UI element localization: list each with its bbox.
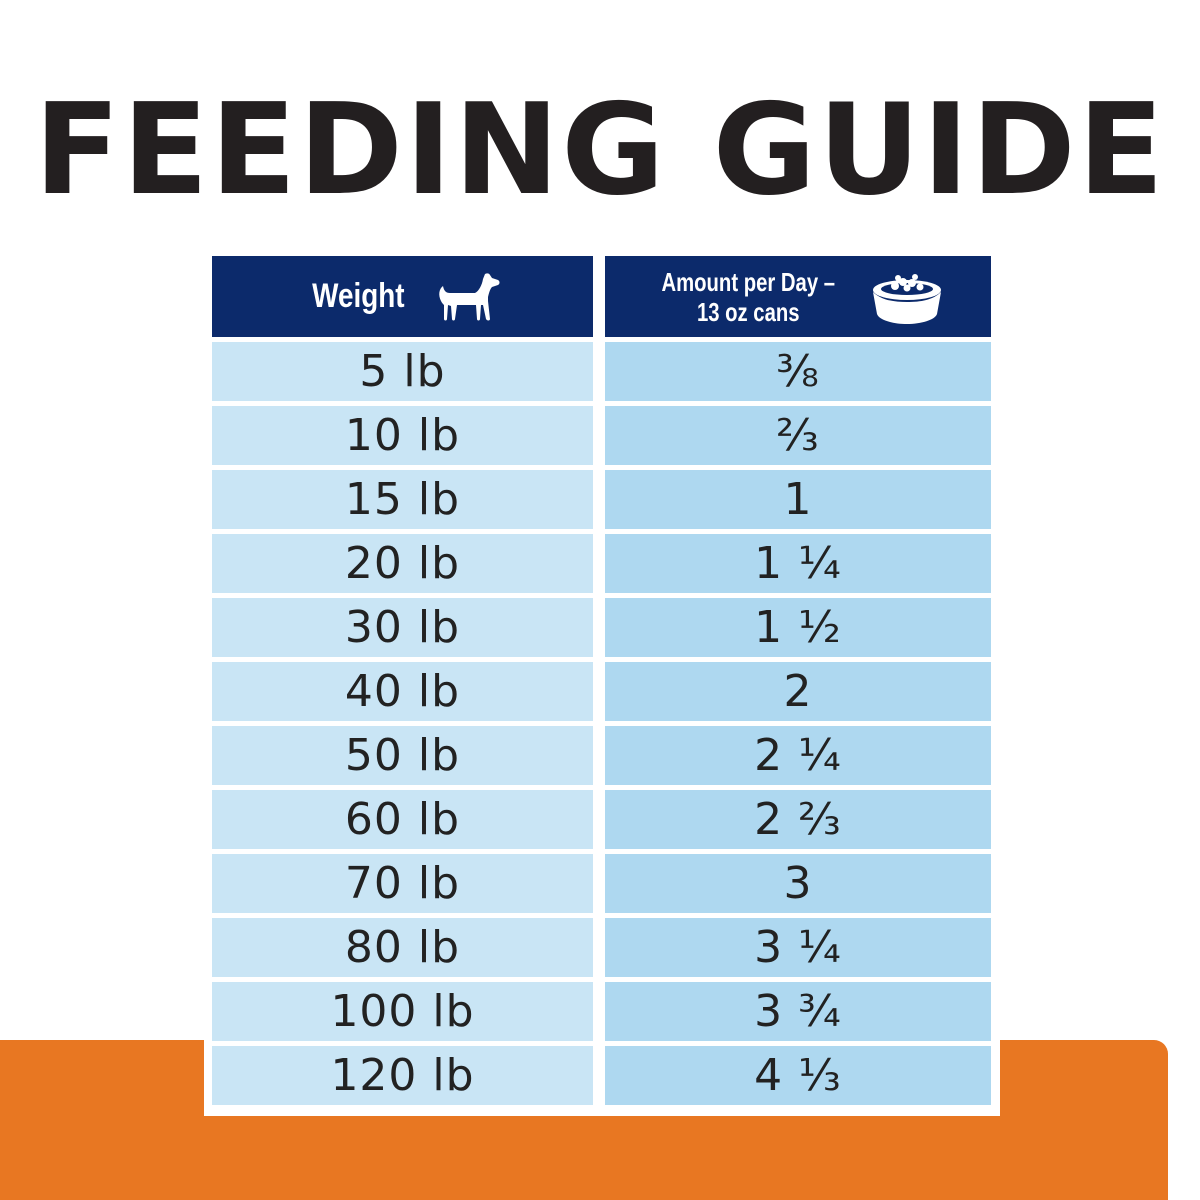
- table-row: 5 lb ⅜: [212, 342, 991, 401]
- header-amount-line1: Amount per Day –: [661, 266, 835, 297]
- weight-cell: 30 lb: [212, 598, 593, 657]
- food-bowl-icon: [867, 268, 947, 326]
- table-header-row: Weight Amount per Day – 13 oz cans: [212, 256, 991, 337]
- table-row: 20 lb 1 ¼: [212, 534, 991, 593]
- dog-icon: [435, 271, 503, 323]
- amount-cell: 3 ¼: [605, 918, 991, 977]
- amount-cell: ⅜: [605, 342, 991, 401]
- amount-cell: 3: [605, 854, 991, 913]
- amount-cell: 4 ⅓: [605, 1046, 991, 1105]
- page-title: FEEDING GUIDE: [34, 76, 1166, 223]
- weight-cell: 100 lb: [212, 982, 593, 1041]
- weight-cell: 60 lb: [212, 790, 593, 849]
- header-amount: Amount per Day – 13 oz cans: [605, 256, 991, 337]
- weight-cell: 50 lb: [212, 726, 593, 785]
- weight-cell: 10 lb: [212, 406, 593, 465]
- table-row: 50 lb 2 ¼: [212, 726, 991, 785]
- weight-cell: 15 lb: [212, 470, 593, 529]
- weight-cell: 20 lb: [212, 534, 593, 593]
- weight-cell: 80 lb: [212, 918, 593, 977]
- amount-cell: 1 ¼: [605, 534, 991, 593]
- weight-cell: 120 lb: [212, 1046, 593, 1105]
- amount-cell: 1 ½: [605, 598, 991, 657]
- amount-cell: 3 ¾: [605, 982, 991, 1041]
- amount-cell: 2 ¼: [605, 726, 991, 785]
- table-row: 40 lb 2: [212, 662, 991, 721]
- header-amount-line2: 13 oz cans: [696, 296, 800, 327]
- table-row: 80 lb 3 ¼: [212, 918, 991, 977]
- table-row: 60 lb 2 ⅔: [212, 790, 991, 849]
- weight-cell: 70 lb: [212, 854, 593, 913]
- table-row: 70 lb 3: [212, 854, 991, 913]
- amount-cell: ⅔: [605, 406, 991, 465]
- amount-cell: 2 ⅔: [605, 790, 991, 849]
- header-weight-label: Weight: [312, 277, 405, 315]
- table-row: 10 lb ⅔: [212, 406, 991, 465]
- table-row: 30 lb 1 ½: [212, 598, 991, 657]
- weight-cell: 5 lb: [212, 342, 593, 401]
- table-row: 15 lb 1: [212, 470, 991, 529]
- header-amount-label: Amount per Day – 13 oz cans: [661, 267, 835, 327]
- table-row: 100 lb 3 ¾: [212, 982, 991, 1041]
- amount-cell: 2: [605, 662, 991, 721]
- table-row: 120 lb 4 ⅓: [212, 1046, 991, 1105]
- amount-cell: 1: [605, 470, 991, 529]
- feeding-table: Weight Amount per Day – 13 oz cans: [212, 256, 991, 1105]
- weight-cell: 40 lb: [212, 662, 593, 721]
- header-weight: Weight: [212, 256, 593, 337]
